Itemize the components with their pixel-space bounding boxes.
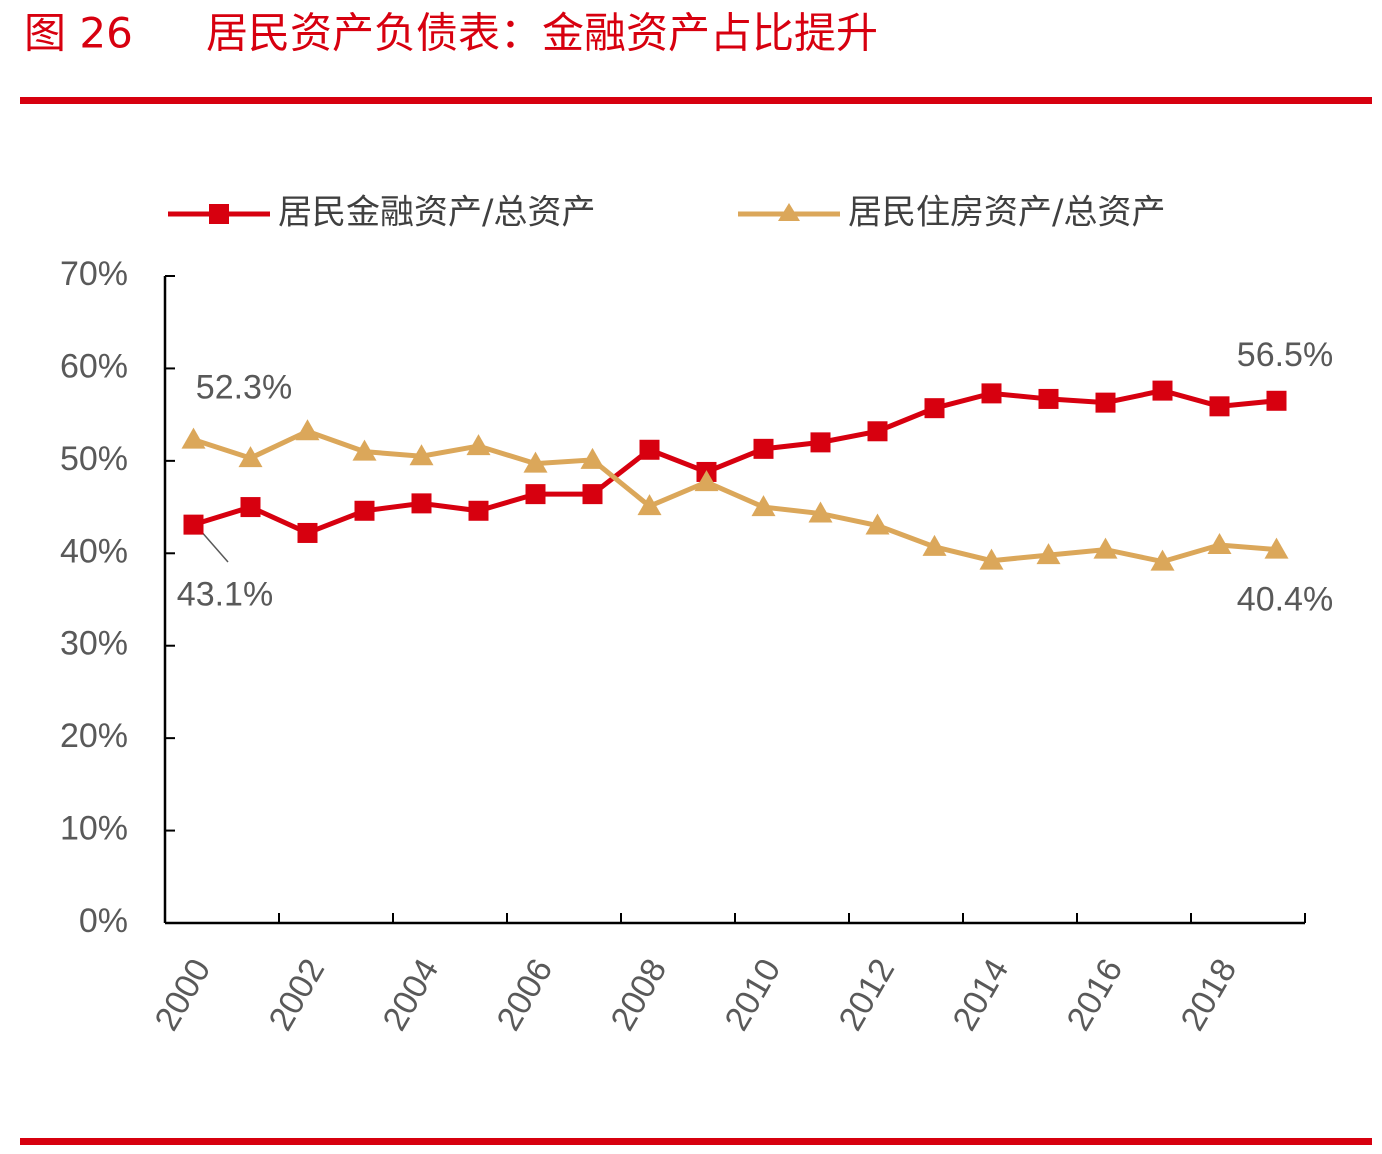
legend-marker: [209, 204, 229, 224]
x-tick-label: 2010: [717, 952, 788, 1037]
x-tick-label: 2008: [603, 952, 674, 1037]
series-line: [192, 428, 1277, 565]
marker: [867, 421, 888, 442]
marker: [808, 501, 833, 523]
marker: [1036, 543, 1061, 565]
marker: [1266, 390, 1287, 411]
marker: [468, 500, 489, 521]
marker: [1095, 392, 1116, 413]
marker: [1093, 537, 1118, 559]
marker: [183, 514, 204, 535]
marker: [525, 484, 546, 505]
y-tick-label: 50%: [60, 440, 128, 478]
marker: [751, 495, 776, 517]
marker: [924, 398, 945, 419]
marker: [352, 439, 377, 461]
marker: [240, 497, 261, 518]
marker: [637, 494, 662, 516]
bottom-rule: [20, 1138, 1372, 1145]
marker: [753, 438, 774, 459]
marker: [1209, 396, 1230, 417]
marker: [1264, 537, 1289, 559]
y-tick-label: 30%: [60, 625, 128, 663]
x-tick-label: 2000: [147, 952, 218, 1037]
data-label: 52.3%: [196, 369, 292, 407]
x-tick-label: 2014: [945, 952, 1016, 1037]
data-label: 40.4%: [1237, 581, 1333, 619]
x-tick-label: 2002: [261, 952, 332, 1037]
leader-line: [199, 529, 229, 563]
data-label: 43.1%: [177, 576, 273, 614]
data-label: 56.5%: [1237, 336, 1333, 374]
x-tick-label: 2006: [489, 952, 560, 1037]
figure-label: 图 26: [24, 9, 133, 58]
x-tick-label: 2012: [831, 952, 902, 1037]
legend-label: 居民住房资产/总资产: [848, 193, 1165, 233]
marker: [922, 534, 947, 556]
marker: [1150, 549, 1175, 571]
y-tick-label: 20%: [60, 717, 128, 755]
x-tick-label: 2018: [1173, 952, 1244, 1037]
marker: [865, 513, 890, 535]
marker: [466, 434, 491, 456]
marker: [1038, 388, 1059, 409]
marker: [411, 493, 432, 514]
marker: [297, 522, 318, 543]
marker: [409, 444, 434, 466]
top-rule: [20, 97, 1372, 104]
marker: [639, 439, 660, 460]
marker: [580, 447, 605, 469]
marker: [181, 427, 206, 449]
marker: [238, 446, 263, 468]
marker: [1152, 380, 1173, 401]
y-tick-label: 40%: [60, 532, 128, 570]
legend-label: 居民金融资产/总资产: [278, 193, 595, 233]
x-tick-label: 2016: [1059, 952, 1130, 1037]
legend-marker: [778, 203, 800, 221]
marker: [582, 484, 603, 505]
y-tick-label: 70%: [60, 255, 128, 293]
y-tick-label: 10%: [60, 810, 128, 848]
marker: [295, 419, 320, 441]
marker: [810, 432, 831, 453]
marker: [523, 451, 548, 473]
marker: [694, 470, 719, 492]
x-tick-label: 2004: [375, 952, 446, 1037]
y-tick-label: 0%: [79, 902, 128, 940]
marker: [1207, 532, 1232, 554]
marker: [981, 383, 1002, 404]
marker: [979, 548, 1004, 570]
y-tick-label: 60%: [60, 347, 128, 385]
chart-title: 居民资产负债表：金融资产占比提升: [206, 9, 878, 58]
marker: [354, 500, 375, 521]
